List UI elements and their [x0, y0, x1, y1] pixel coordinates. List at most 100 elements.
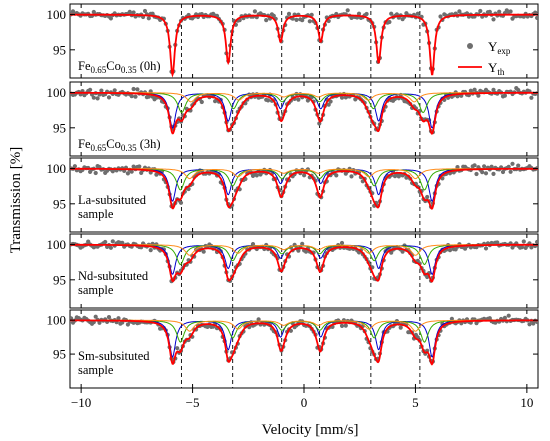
- data-point: [502, 315, 507, 320]
- data-point: [286, 11, 292, 16]
- panel-2: 100 95 Fe0.65Co0.35 (3h): [47, 81, 539, 157]
- axis-layer: −10 −5 0 5 10: [71, 388, 533, 410]
- data-point: [296, 248, 301, 253]
- data-point: [201, 249, 206, 254]
- data-point: [472, 87, 477, 92]
- data-point: [294, 17, 299, 22]
- data-point: [305, 98, 310, 103]
- data-point: [339, 95, 345, 100]
- fit-total-line: [70, 319, 538, 366]
- panel-plot-area: [70, 234, 538, 308]
- fit-total-line: [70, 91, 538, 135]
- data-point: [199, 99, 204, 105]
- sextet-3-line: [70, 92, 538, 103]
- data-point: [483, 171, 489, 176]
- data-point: [345, 8, 350, 13]
- data-point: [254, 173, 259, 178]
- data-point: [508, 169, 513, 174]
- y-tick-label: 95: [53, 120, 66, 135]
- data-point: [300, 241, 305, 246]
- legend: Yexp Yth: [458, 39, 511, 77]
- data-point: [108, 245, 113, 250]
- x-axis-label: Velocity [mm/s]: [261, 422, 358, 438]
- data-point: [480, 170, 485, 175]
- y-axis-label: Transmission [%]: [8, 147, 24, 254]
- x-tick-label: −5: [186, 395, 200, 410]
- fit-total-line: [70, 13, 538, 78]
- sample-label: Fe0.65Co0.35 (0h): [78, 59, 161, 75]
- x-tick-label: 0: [301, 395, 308, 410]
- data-point: [328, 99, 333, 104]
- data-point: [497, 9, 502, 14]
- data-point: [356, 11, 362, 16]
- sample-label: Sm-subsituted sample: [78, 349, 150, 377]
- data-point: [387, 19, 392, 25]
- data-point: [506, 313, 511, 318]
- data-point: [334, 173, 339, 178]
- data-point: [307, 19, 312, 24]
- data-point: [186, 186, 191, 192]
- data-point: [106, 315, 112, 320]
- data-point: [93, 314, 98, 319]
- data-point: [127, 9, 132, 14]
- data-point: [529, 95, 534, 100]
- data-point: [506, 164, 511, 169]
- y-tick-label: 100: [47, 161, 67, 176]
- data-point: [309, 12, 314, 17]
- data-point: [491, 87, 496, 92]
- x-tick-label: 10: [520, 395, 533, 410]
- sample-label: Fe0.65Co0.35 (3h): [78, 137, 161, 153]
- data-point: [116, 316, 121, 321]
- data-point: [146, 16, 151, 21]
- panel-3: 100 95 La-subsituted sample: [47, 157, 539, 233]
- panel-plot-area: [70, 4, 538, 78]
- data-point: [472, 163, 477, 168]
- data-point: [349, 174, 354, 179]
- data-point: [400, 249, 405, 254]
- sextet-3-line: [70, 168, 538, 180]
- panel-plot-area: [70, 310, 538, 388]
- data-point: [482, 164, 487, 169]
- sextet-3-line: [70, 244, 538, 256]
- data-point: [491, 171, 496, 176]
- data-point: [95, 96, 100, 101]
- x-tick-label: −10: [71, 395, 91, 410]
- data-point: [457, 9, 462, 14]
- data-point: [142, 8, 148, 14]
- data-point: [389, 250, 394, 255]
- data-point: [175, 346, 180, 351]
- y-tick-label: 100: [47, 85, 67, 100]
- data-point: [97, 320, 102, 325]
- data-point: [343, 323, 348, 328]
- data-point: [120, 240, 125, 245]
- data-point: [326, 102, 331, 107]
- data-point: [266, 98, 271, 103]
- data-point: [72, 164, 77, 169]
- data-point: [252, 9, 257, 14]
- data-point: [516, 163, 521, 168]
- data-point: [300, 18, 305, 23]
- legend-th-label: Yth: [488, 60, 505, 77]
- data-point: [302, 173, 307, 178]
- panel-1: 100 95 Fe0.65Co0.35 (0h): [47, 3, 539, 79]
- data-point: [135, 87, 140, 92]
- data-point: [129, 94, 134, 99]
- data-point: [137, 164, 142, 169]
- data-point: [341, 318, 346, 323]
- y-tick-label: 95: [53, 347, 66, 362]
- data-point: [99, 88, 104, 93]
- legend-exp-marker: [467, 43, 473, 49]
- data-point: [303, 249, 309, 254]
- data-point: [476, 93, 481, 98]
- data-point: [93, 170, 98, 176]
- data-point: [131, 10, 136, 15]
- data-point: [527, 322, 532, 327]
- data-point: [447, 248, 453, 253]
- data-point: [489, 164, 494, 169]
- data-point: [533, 10, 538, 15]
- data-point: [88, 87, 93, 92]
- legend-exp-label: Yexp: [488, 39, 511, 56]
- data-point: [495, 240, 500, 245]
- panel-4: 100 95 Nd-subsituted sample: [47, 233, 539, 309]
- data-point: [103, 239, 108, 245]
